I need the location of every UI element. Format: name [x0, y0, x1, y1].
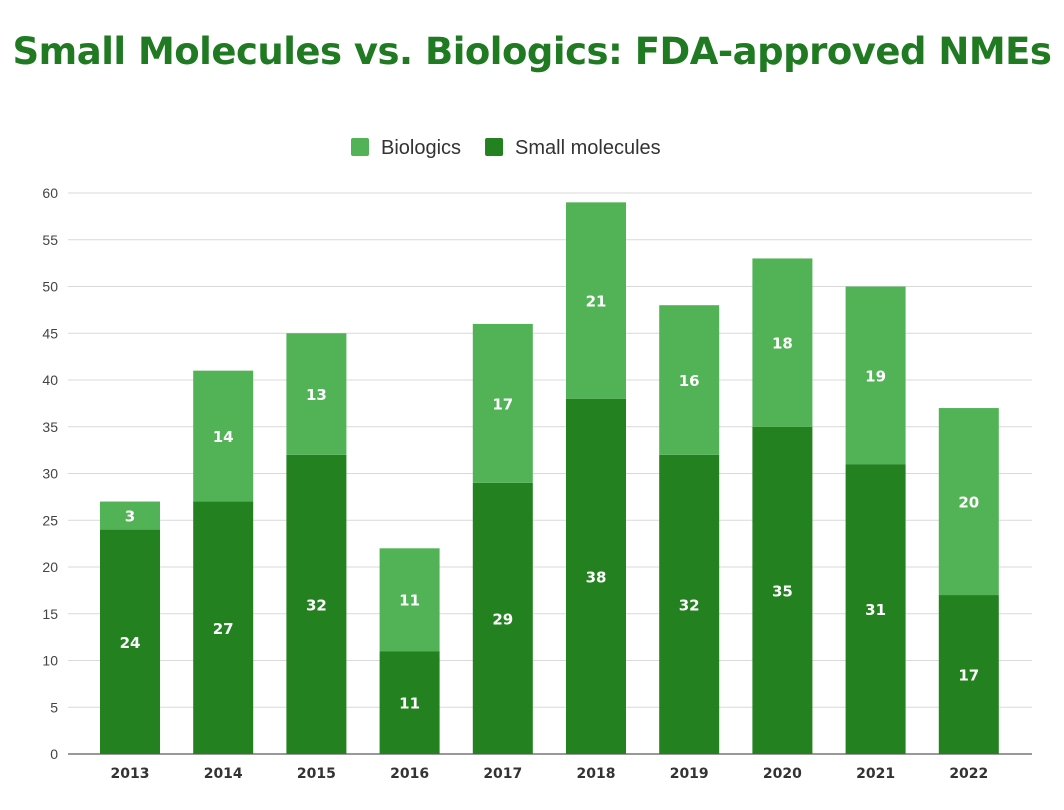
data-label: 29 — [492, 610, 513, 628]
data-label: 32 — [679, 596, 700, 614]
data-label: 38 — [586, 568, 607, 586]
data-label: 17 — [958, 667, 979, 685]
y-tick-label: 40 — [42, 372, 58, 388]
bar-biologics — [193, 370, 254, 502]
legend-swatch — [485, 138, 504, 156]
x-tick-label: 2014 — [204, 766, 243, 782]
data-label: 19 — [865, 367, 886, 385]
y-tick-label: 10 — [42, 653, 58, 669]
data-label: 18 — [772, 335, 793, 353]
data-label: 13 — [306, 386, 327, 404]
bar-biologics — [752, 258, 813, 427]
bar-biologics — [566, 202, 626, 399]
y-tick-label: 60 — [42, 185, 58, 201]
data-label: 14 — [213, 428, 234, 446]
bar-biologics — [472, 323, 533, 483]
bar-small-molecules — [100, 529, 160, 754]
bar-small-molecules — [938, 595, 999, 754]
bar-small-molecules — [193, 501, 254, 754]
x-tick-label: 2018 — [577, 766, 616, 782]
bar-small-molecules — [286, 454, 347, 754]
data-label: 24 — [120, 634, 141, 652]
bar-biologics — [659, 305, 720, 455]
data-label: 16 — [679, 372, 700, 390]
bar-small-molecules — [752, 426, 813, 754]
y-tick-label: 30 — [42, 466, 58, 482]
data-label: 31 — [865, 601, 886, 619]
bar-biologics — [845, 286, 906, 465]
legend-label: Small molecules — [515, 137, 661, 159]
bar-small-molecules — [566, 398, 626, 754]
data-label: 17 — [492, 395, 513, 413]
bar-small-molecules — [379, 651, 440, 754]
y-tick-label: 45 — [42, 325, 58, 341]
x-tick-label: 2015 — [297, 766, 336, 782]
x-tick-label: 2019 — [670, 766, 709, 782]
legend-swatch — [351, 138, 369, 156]
data-label: 32 — [306, 596, 327, 614]
bar-small-molecules — [659, 454, 720, 754]
x-tick-label: 2021 — [856, 766, 895, 782]
y-tick-label: 35 — [42, 419, 58, 435]
y-tick-label: 5 — [50, 699, 58, 715]
chart-title: Small Molecules vs. Biologics: FDA-appro… — [12, 30, 1052, 73]
bar-small-molecules — [845, 464, 906, 754]
data-label: 11 — [399, 695, 420, 713]
bar-biologics — [379, 548, 440, 652]
bar-biologics — [938, 408, 999, 596]
data-label: 20 — [958, 494, 979, 512]
y-tick-label: 55 — [42, 232, 58, 248]
data-label: 3 — [125, 508, 135, 526]
y-tick-label: 0 — [50, 746, 58, 762]
x-tick-label: 2016 — [390, 766, 429, 782]
data-label: 27 — [213, 620, 234, 638]
y-tick-label: 20 — [42, 559, 58, 575]
y-tick-label: 50 — [42, 279, 58, 295]
x-tick-label: 2022 — [949, 766, 988, 782]
data-label: 11 — [399, 592, 420, 610]
y-tick-label: 25 — [42, 512, 58, 528]
y-tick-label: 15 — [42, 606, 58, 622]
x-tick-label: 2013 — [111, 766, 150, 782]
bar-biologics — [100, 501, 160, 530]
data-label: 35 — [772, 582, 793, 600]
legend-label: Biologics — [381, 137, 461, 159]
bar-small-molecules — [472, 482, 533, 754]
data-label: 21 — [586, 293, 607, 311]
x-tick-label: 2017 — [483, 766, 522, 782]
x-tick-label: 2020 — [763, 766, 802, 782]
bar-biologics — [286, 333, 347, 455]
